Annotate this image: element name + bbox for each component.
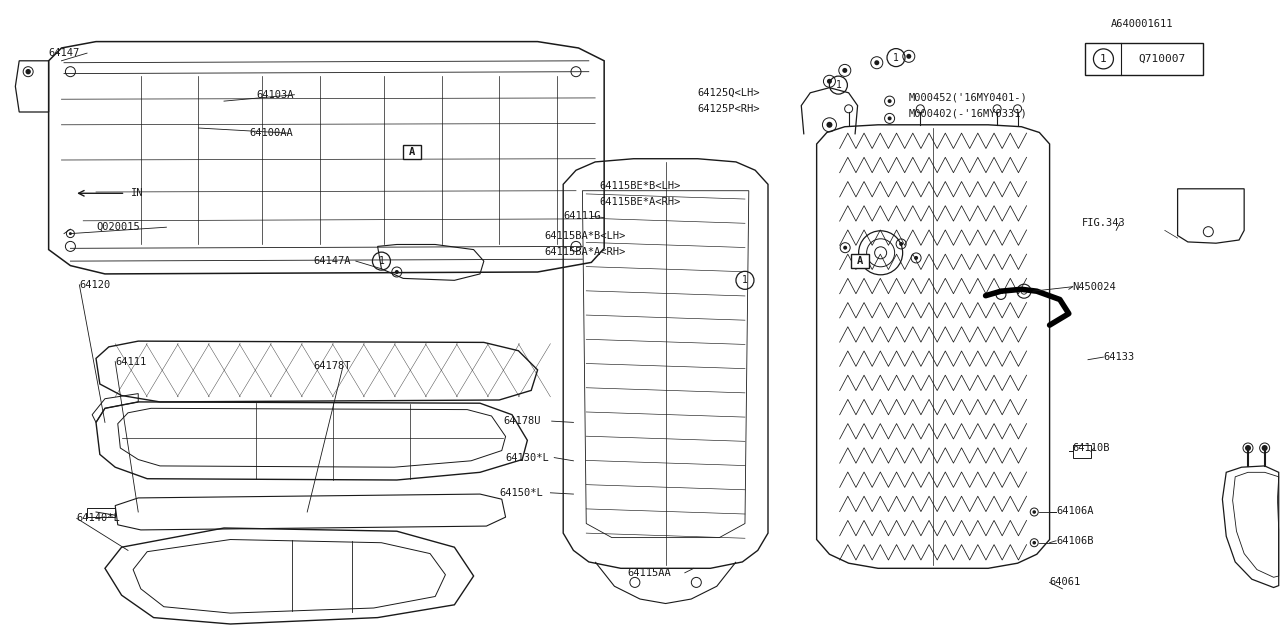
Text: 64103A: 64103A [256, 90, 293, 100]
Text: 64115AA: 64115AA [627, 568, 671, 578]
Circle shape [394, 270, 399, 274]
Text: M000452('16MY0401-): M000452('16MY0401-) [909, 93, 1028, 103]
Text: 1: 1 [836, 80, 841, 90]
FancyBboxPatch shape [1085, 43, 1203, 75]
Circle shape [1033, 510, 1036, 514]
Circle shape [69, 232, 72, 235]
FancyBboxPatch shape [851, 254, 869, 268]
Text: 64178U: 64178U [503, 416, 540, 426]
Circle shape [1245, 445, 1251, 451]
Circle shape [26, 70, 31, 74]
Text: 1: 1 [893, 52, 899, 63]
Circle shape [842, 68, 847, 73]
Circle shape [827, 122, 832, 128]
Text: 64061: 64061 [1050, 577, 1080, 588]
Text: 64140*L: 64140*L [77, 513, 120, 524]
Text: M000402(-'16MY0331): M000402(-'16MY0331) [909, 109, 1028, 119]
Circle shape [887, 99, 892, 103]
Text: FIG.343: FIG.343 [1082, 218, 1125, 228]
Text: A: A [410, 147, 415, 157]
Text: 1: 1 [742, 275, 748, 285]
Text: Q020015: Q020015 [96, 222, 140, 232]
Text: 1: 1 [1100, 54, 1107, 64]
Circle shape [858, 260, 863, 264]
Text: 64147: 64147 [49, 48, 79, 58]
Text: A: A [858, 256, 863, 266]
Text: 64100AA: 64100AA [250, 128, 293, 138]
Circle shape [914, 256, 918, 260]
Circle shape [899, 242, 904, 246]
Circle shape [874, 60, 879, 65]
Text: 64115BE*B<LH>: 64115BE*B<LH> [599, 180, 680, 191]
Circle shape [1033, 541, 1036, 545]
Text: 64150*L: 64150*L [499, 488, 543, 498]
Text: 64125Q<LH>: 64125Q<LH> [698, 88, 760, 98]
Text: 64115BA*A<RH>: 64115BA*A<RH> [544, 246, 625, 257]
Text: N450024: N450024 [1073, 282, 1116, 292]
Text: 64133: 64133 [1103, 352, 1134, 362]
Circle shape [887, 116, 892, 120]
Text: 64110B: 64110B [1073, 443, 1110, 453]
Text: 64115BE*A<RH>: 64115BE*A<RH> [599, 196, 680, 207]
Text: 64178T: 64178T [314, 361, 351, 371]
Circle shape [827, 79, 832, 84]
Text: Q710007: Q710007 [1139, 54, 1187, 64]
Text: 1: 1 [379, 256, 384, 266]
Text: 64120: 64120 [79, 280, 110, 290]
Text: A640001611: A640001611 [1111, 19, 1172, 29]
Text: 64125P<RH>: 64125P<RH> [698, 104, 760, 114]
Circle shape [1262, 445, 1267, 451]
Circle shape [844, 246, 847, 250]
Text: IN: IN [131, 188, 143, 198]
Text: 64111: 64111 [115, 356, 146, 367]
Text: 64111G: 64111G [563, 211, 600, 221]
Text: 64130*L: 64130*L [506, 452, 549, 463]
Text: 64115BA*B<LH>: 64115BA*B<LH> [544, 230, 625, 241]
Circle shape [906, 54, 911, 59]
Text: 64106A: 64106A [1056, 506, 1093, 516]
Text: 64106B: 64106B [1056, 536, 1093, 546]
Text: 64147A: 64147A [314, 256, 351, 266]
FancyBboxPatch shape [403, 145, 421, 159]
